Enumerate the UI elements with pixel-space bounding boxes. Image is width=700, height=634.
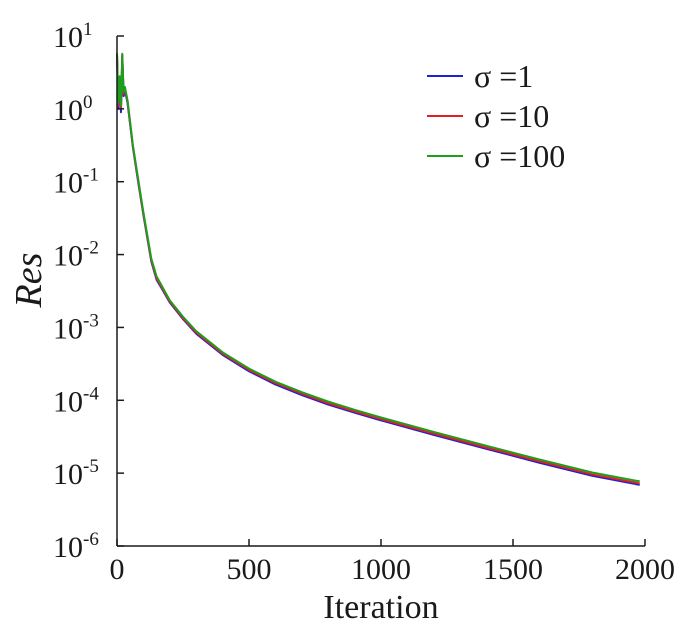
x-axis-label: Iteration — [323, 589, 438, 626]
x-tick-label: 0 — [110, 553, 125, 586]
x-tick-label: 1000 — [351, 553, 411, 586]
y-axis-label: Res — [8, 253, 50, 309]
legend-label-2: σ =10 — [474, 98, 549, 134]
legend: σ =1 σ =10 σ =100 — [427, 58, 565, 174]
x-ticks: 0 500 1000 1500 2000 — [110, 539, 675, 586]
plot-lines — [116, 52, 640, 486]
y-tick-label: 10-4 — [53, 383, 99, 418]
x-tick-label: 2000 — [615, 553, 675, 586]
legend-label-3: σ =100 — [474, 138, 565, 174]
y-tick-label: 10-5 — [53, 456, 99, 491]
y-tick-label: 100 — [53, 92, 93, 127]
x-tick-label: 500 — [227, 553, 272, 586]
series-line-3 — [116, 52, 640, 483]
x-tick-label: 1500 — [483, 553, 543, 586]
legend-label-1: σ =1 — [474, 58, 533, 94]
